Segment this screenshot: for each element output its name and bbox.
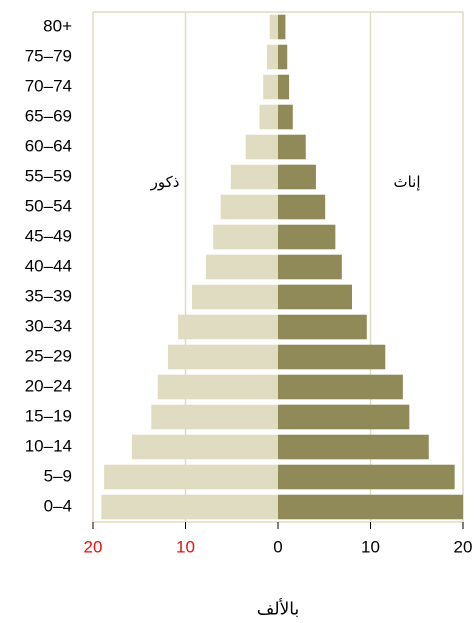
bar: [278, 284, 352, 310]
y-tick-label: 20–24: [25, 376, 72, 395]
bar: [278, 74, 290, 100]
bar: [104, 464, 278, 490]
y-tick-label: 15–19: [25, 406, 72, 425]
bar: [151, 404, 278, 430]
bar: [230, 164, 278, 190]
y-tick-label: 80+: [43, 16, 72, 35]
bar: [220, 194, 278, 220]
y-tick-label: 45–49: [25, 226, 72, 245]
y-tick-label: 50–54: [25, 196, 72, 215]
bar: [278, 104, 293, 130]
bar: [259, 104, 278, 130]
bar: [191, 284, 278, 310]
x-tick-label: 20: [454, 537, 473, 556]
y-tick-label: 75–79: [25, 46, 72, 65]
bar: [278, 194, 326, 220]
y-tick-label: 5–9: [44, 466, 72, 485]
y-tick-label: 70–74: [25, 76, 72, 95]
bar: [278, 14, 286, 40]
x-axis-label: بالألف: [257, 598, 299, 618]
bar: [269, 14, 278, 40]
y-tick-label: 65–69: [25, 106, 72, 125]
bar: [157, 374, 278, 400]
y-tick-label: 55–59: [25, 166, 72, 185]
bar: [245, 134, 278, 160]
bar: [213, 224, 278, 250]
y-tick-label: 10–14: [25, 436, 72, 455]
bar: [131, 434, 278, 460]
y-tick-label: 60–64: [25, 136, 72, 155]
x-tick-label: 10: [361, 537, 380, 556]
bar: [278, 404, 410, 430]
bar: [278, 254, 342, 280]
x-tick-label: 20: [84, 537, 103, 556]
bar: [101, 494, 278, 520]
bar: [278, 134, 306, 160]
y-tick-label: 40–44: [25, 256, 72, 275]
y-tick-label: 0–4: [44, 496, 72, 515]
series-label: إناث: [393, 174, 420, 191]
bar: [278, 224, 336, 250]
bar: [278, 434, 429, 460]
bar: [278, 494, 463, 520]
x-tick-label: 0: [273, 537, 282, 556]
y-tick-label: 25–29: [25, 346, 72, 365]
bar: [278, 464, 455, 490]
x-tick-label: 10: [176, 537, 195, 556]
bar: [278, 374, 403, 400]
bar: [178, 314, 278, 340]
y-tick-label: 35–39: [25, 286, 72, 305]
bar: [278, 344, 386, 370]
bar: [205, 254, 278, 280]
y-tick-label: 30–34: [25, 316, 72, 335]
bar: [167, 344, 278, 370]
bar: [263, 74, 278, 100]
bar: [266, 44, 278, 70]
bar: [278, 44, 288, 70]
series-label: ذكور: [150, 174, 180, 191]
bar: [278, 314, 367, 340]
bar: [278, 164, 316, 190]
